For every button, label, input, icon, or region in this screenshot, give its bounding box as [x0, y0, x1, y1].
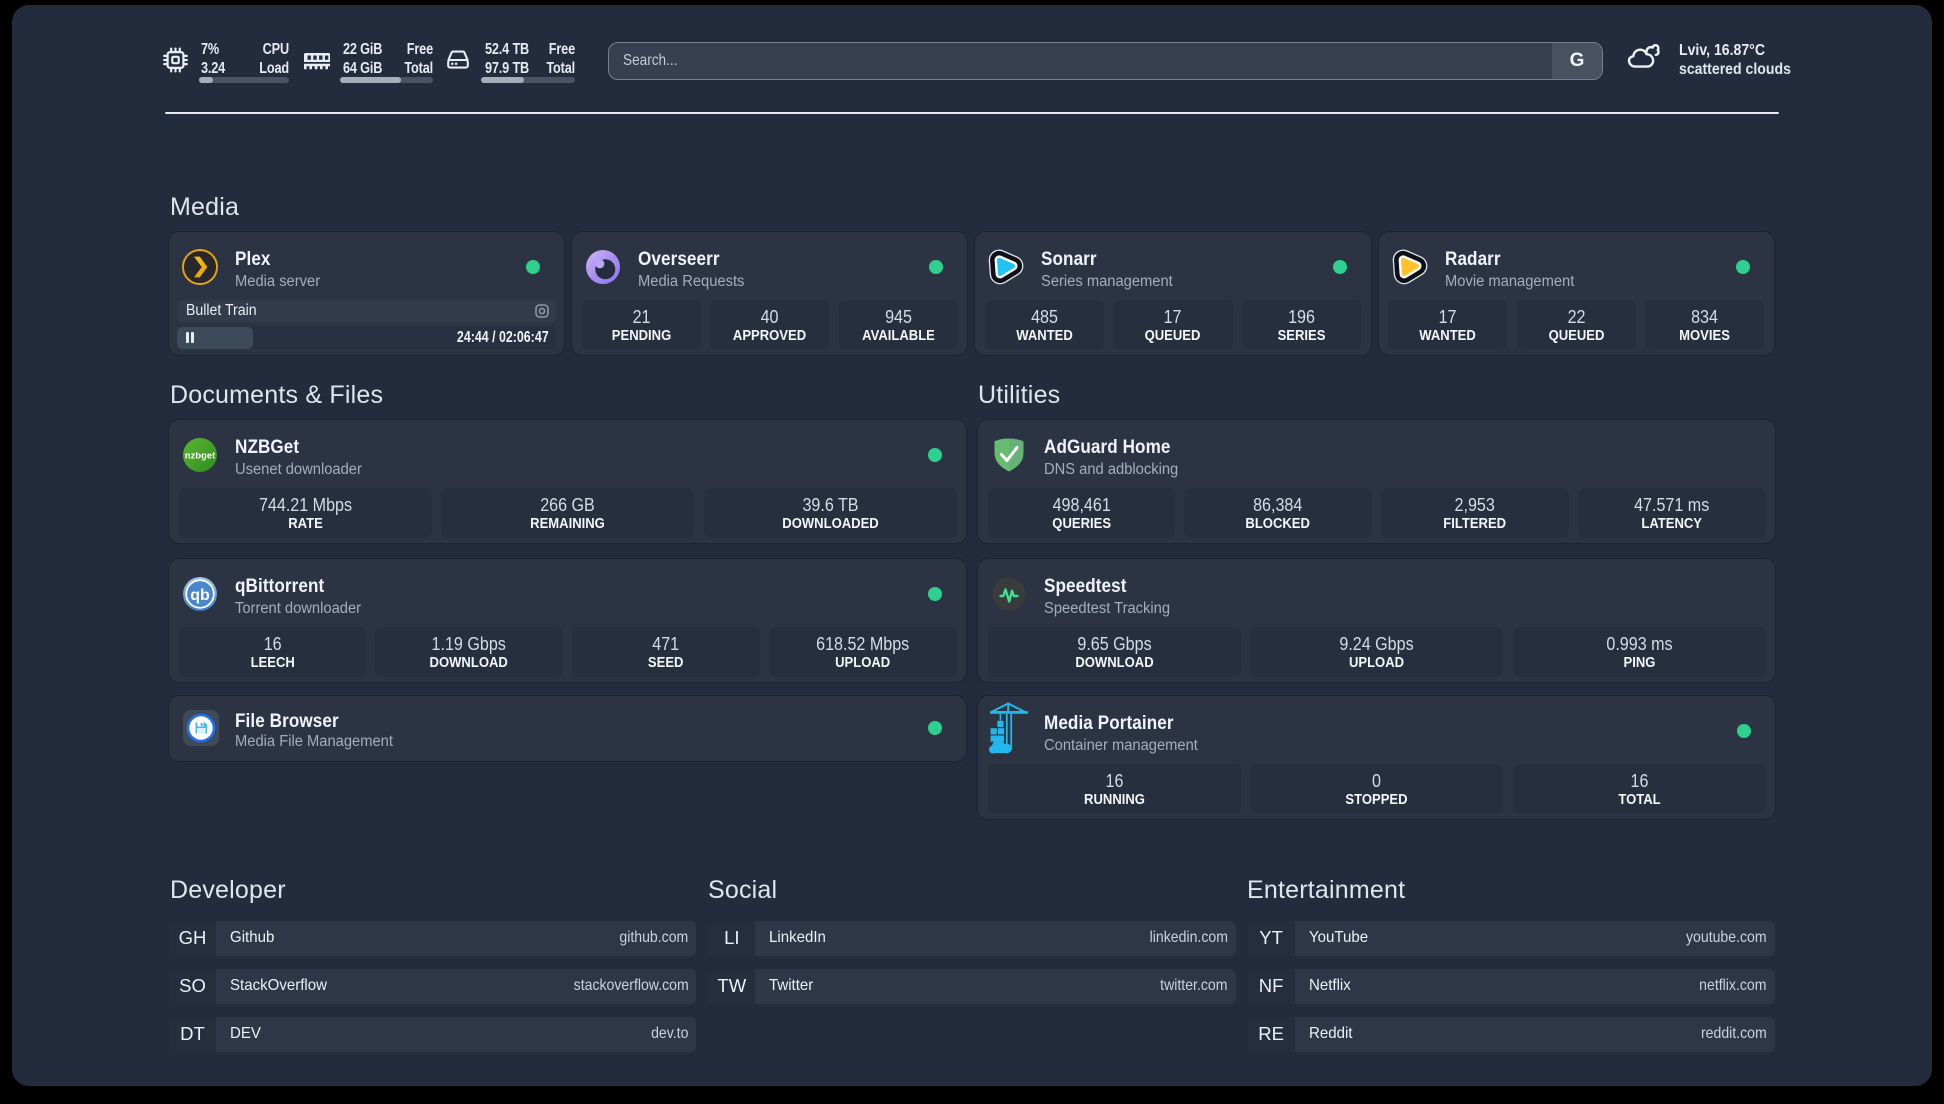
svg-text:nzbget: nzbget: [185, 451, 216, 462]
svg-text:qb: qb: [190, 587, 210, 604]
